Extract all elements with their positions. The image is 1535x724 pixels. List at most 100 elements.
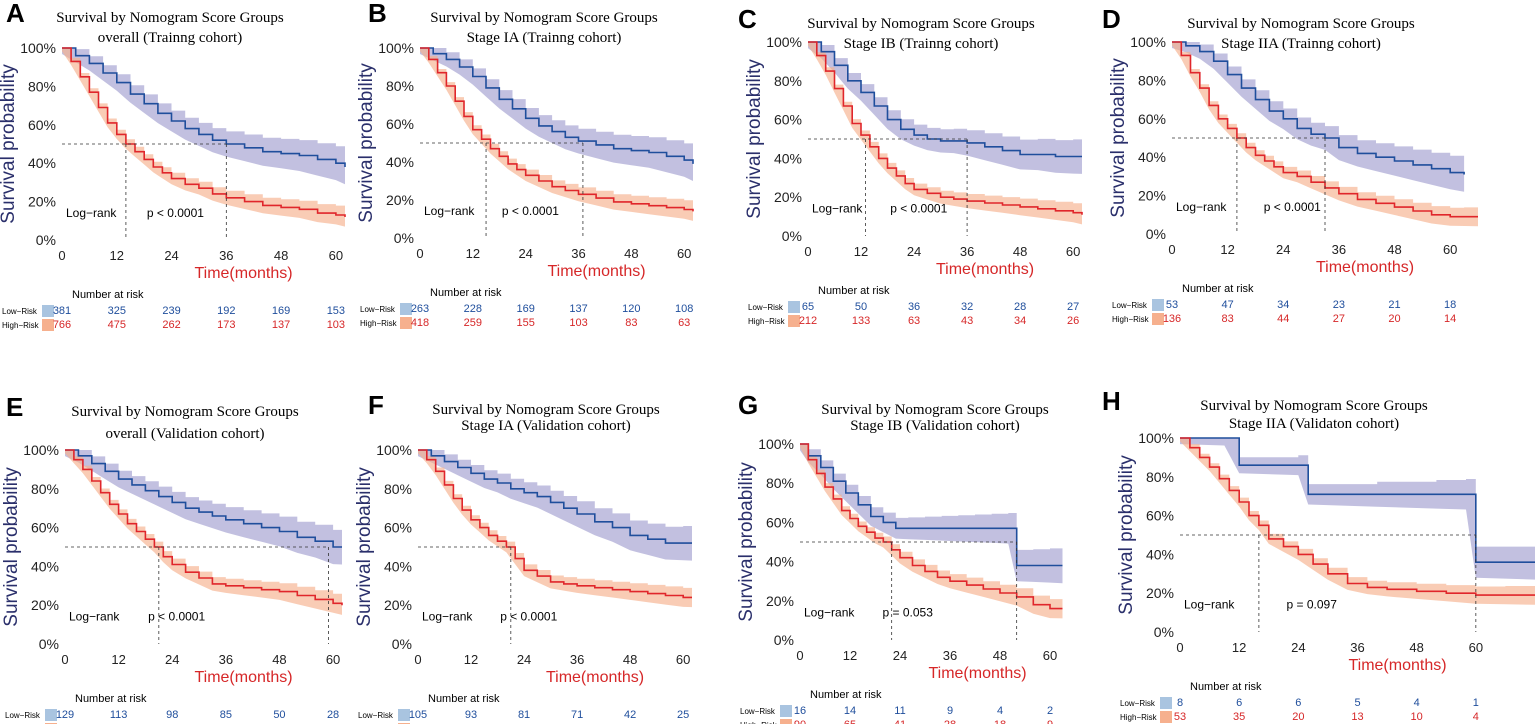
high-risk-line xyxy=(418,449,692,599)
risk-cell: 6 xyxy=(1236,697,1242,709)
risk-cell: 4 xyxy=(1473,711,1479,723)
risk-cell: 83 xyxy=(625,317,637,329)
logrank-label: Log−rank xyxy=(1176,200,1227,214)
low-risk-line xyxy=(420,47,694,164)
high-risk-line xyxy=(808,41,1083,215)
panel-f: F Survival by Nomogram Score GroupsStage … xyxy=(354,390,692,724)
high-risk-ci-band xyxy=(418,450,692,608)
low-risk-ci-band xyxy=(418,450,692,561)
chart-title: Survival by Nomogram Score Groups xyxy=(1200,398,1428,414)
risk-cell: 32 xyxy=(961,301,973,313)
x-tick-label: 48 xyxy=(272,652,286,667)
risk-cell: 65 xyxy=(844,719,856,724)
risk-row-swatch xyxy=(398,709,410,721)
risk-cell: 34 xyxy=(1277,299,1289,311)
risk-cell: 212 xyxy=(799,315,817,327)
panel-b: B Survival by Nomogram Score Groups Stage … xyxy=(356,0,694,329)
risk-row-swatch xyxy=(1152,299,1164,311)
y-tick-label: 100% xyxy=(1138,430,1174,446)
y-axis-label: Survival probability xyxy=(1,467,22,627)
x-tick-label: 0 xyxy=(414,652,421,667)
risk-cell: 23 xyxy=(1333,299,1345,311)
y-tick-label: 0% xyxy=(392,636,412,652)
high-risk-line xyxy=(1180,437,1535,596)
low-risk-line xyxy=(1180,437,1535,563)
y-tick-label: 0% xyxy=(782,228,802,244)
risk-cell: 93 xyxy=(465,709,477,721)
x-tick-label: 36 xyxy=(219,248,233,263)
y-tick-label: 80% xyxy=(31,481,59,497)
risk-cell: 4 xyxy=(1414,697,1420,709)
y-tick-label: 80% xyxy=(766,475,794,491)
risk-cell: 81 xyxy=(518,709,530,721)
risk-cell: 192 xyxy=(217,305,235,317)
risk-row-swatch xyxy=(788,315,800,327)
chart-title: Survival by Nomogram Score Groups xyxy=(56,10,284,26)
x-tick-label: 12 xyxy=(1220,242,1234,257)
risk-cell: 25 xyxy=(677,709,689,721)
risk-row-label: Low−Risk xyxy=(740,707,776,716)
risk-cell: 71 xyxy=(571,709,583,721)
y-tick-label: 40% xyxy=(766,554,794,570)
chart-subtitle: Stage IB (Trainng cohort) xyxy=(844,36,999,52)
y-tick-label: 0% xyxy=(774,632,794,648)
y-axis-label: Survival probability xyxy=(354,467,375,627)
p-value: p < 0.0001 xyxy=(147,206,204,220)
x-tick-label: 12 xyxy=(843,648,857,663)
risk-cell: 42 xyxy=(624,709,636,721)
x-tick-label: 60 xyxy=(1043,648,1057,663)
panel-letter: C xyxy=(738,4,757,34)
risk-cell: 228 xyxy=(464,303,482,315)
risk-cell: 325 xyxy=(108,305,126,317)
risk-table-title: Number at risk xyxy=(430,287,502,299)
x-tick-label: 48 xyxy=(1409,640,1423,655)
risk-table-title: Number at risk xyxy=(1182,283,1254,295)
risk-row-swatch xyxy=(788,301,800,313)
risk-row-label: Low−Risk xyxy=(1120,699,1156,708)
y-tick-label: 20% xyxy=(386,192,414,208)
y-tick-label: 20% xyxy=(28,194,56,210)
x-tick-label: 0 xyxy=(58,248,65,263)
high-risk-line xyxy=(800,443,1063,610)
y-tick-label: 20% xyxy=(1138,188,1166,204)
risk-cell: 6 xyxy=(1295,697,1301,709)
risk-cell: 262 xyxy=(162,319,180,331)
x-tick-label: 24 xyxy=(1276,242,1290,257)
risk-row-label: Low−Risk xyxy=(5,711,41,720)
p-value: p = 0.053 xyxy=(883,605,934,619)
y-tick-label: 80% xyxy=(386,78,414,94)
y-axis-label: Survival probability xyxy=(356,63,377,223)
panel-letter: H xyxy=(1102,386,1121,416)
chart-title: Survival by Nomogram Score Groups xyxy=(432,402,660,418)
risk-table-title: Number at risk xyxy=(810,689,882,701)
x-tick-label: 24 xyxy=(907,244,921,259)
high-risk-line xyxy=(62,47,346,217)
risk-row-swatch xyxy=(1160,711,1172,723)
risk-cell: 53 xyxy=(1174,711,1186,723)
panel-letter: F xyxy=(368,390,384,420)
risk-table-title: Number at risk xyxy=(818,285,890,297)
y-tick-label: 60% xyxy=(386,116,414,132)
high-risk-ci-band xyxy=(808,42,1082,225)
risk-cell: 14 xyxy=(844,705,856,717)
logrank-label: Log−rank xyxy=(69,610,120,624)
y-tick-label: 80% xyxy=(384,481,412,497)
x-tick-label: 0 xyxy=(1176,640,1183,655)
chart-subtitle: overall (Trainng cohort) xyxy=(98,30,242,46)
risk-row-swatch xyxy=(780,705,792,717)
panel-letter: E xyxy=(6,392,23,422)
risk-cell: 137 xyxy=(272,319,290,331)
chart-title: Survival by Nomogram Score Groups xyxy=(430,10,658,26)
x-tick-label: 0 xyxy=(61,652,68,667)
x-tick-label: 36 xyxy=(570,652,584,667)
risk-cell: 766 xyxy=(53,319,71,331)
risk-cell: 239 xyxy=(162,305,180,317)
risk-cell: 50 xyxy=(273,709,285,721)
risk-row-label: Low−Risk xyxy=(360,305,396,314)
x-tick-label: 24 xyxy=(1291,640,1305,655)
y-tick-label: 60% xyxy=(774,112,802,128)
x-tick-label: 60 xyxy=(676,652,690,667)
y-tick-label: 0% xyxy=(1154,624,1174,640)
x-tick-label: 60 xyxy=(677,246,691,261)
x-tick-label: 60 xyxy=(1066,244,1080,259)
